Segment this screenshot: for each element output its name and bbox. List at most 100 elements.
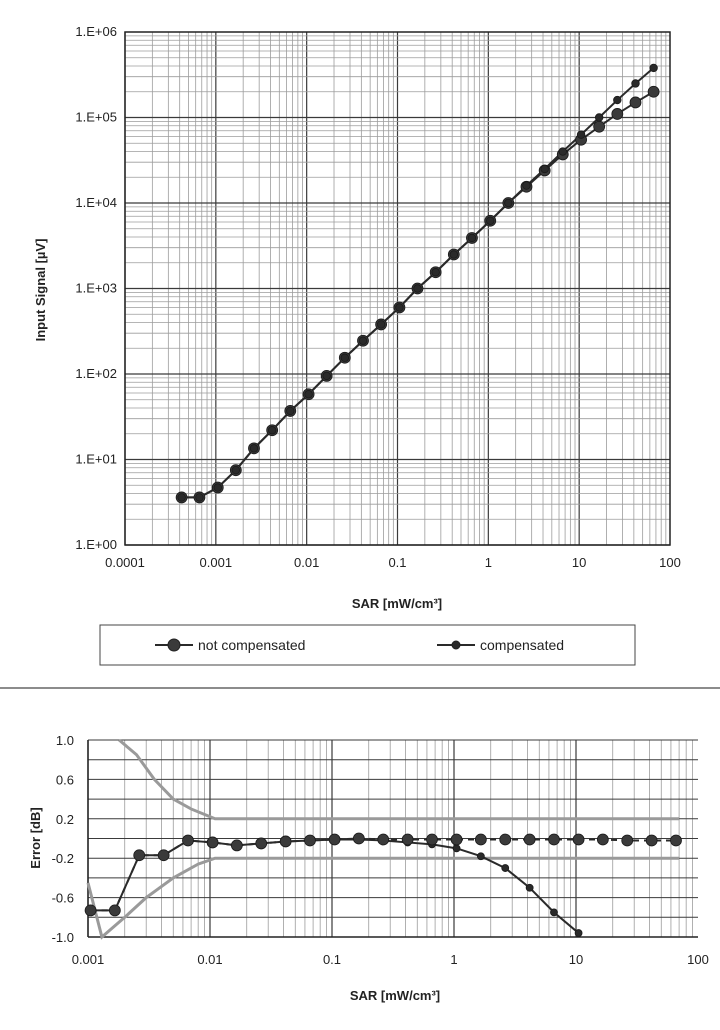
top-point-compensated [267,426,277,435]
top-point-compensated [413,284,422,293]
top-y-axis-title: Input Signal [µV] [33,239,48,342]
bottom-y-tick-label: 0.2 [56,812,74,827]
bottom-point-compensated [84,904,97,917]
top-x-tick-labels: 0.0001 0.001 0.01 0.1 1 10 100 [105,555,681,570]
top-point-compensated [486,216,495,225]
bottom-point-compensated [328,833,341,846]
lower-limit-line [86,856,680,940]
top-point-compensated [376,320,386,329]
top-x-tick-label: 100 [659,555,681,570]
bottom-point-compensated [157,849,170,862]
top-x-tick-label: 0.01 [294,555,319,570]
top-point-compensated [304,390,313,399]
top-point-compensated [177,493,186,502]
top-point-compensated [522,181,531,190]
bottom-point-compensated [450,833,463,846]
bottom-point-compensated [401,833,414,846]
bottom-y-tick-labels: 1.0 0.6 0.2 -0.2 -0.6 -1.0 [52,733,74,945]
top-point-compensated [449,250,459,259]
top-point-compensated [540,164,549,174]
bottom-point-compensated [133,849,146,862]
legend: not compensated compensated [99,624,636,666]
bottom-y-tick-label: 1.0 [56,733,74,748]
bottom-y-tick-label: -1.0 [52,930,74,945]
top-series [175,63,660,504]
bottom-point-not-compensated [476,852,485,861]
top-point-not-compensated [611,108,624,120]
bottom-point-compensated [499,833,512,846]
top-point-compensated [358,336,368,345]
bottom-point-compensated [621,834,634,847]
bottom-x-tick-label: 10 [569,952,583,967]
bottom-point-compensated [377,833,390,846]
bottom-point-compensated [548,833,560,846]
top-point-compensated [576,130,586,139]
bottom-point-compensated [108,904,121,917]
bottom-y-tick-label: -0.6 [52,891,74,906]
top-y-tick-label: 1.E+04 [75,195,117,210]
top-x-tick-label: 10 [572,555,586,570]
top-y-tick-label: 1.E+03 [75,281,117,296]
legend-label-not-compensated: not compensated [198,637,305,653]
bottom-point-compensated [426,833,438,846]
bottom-point-not-compensated [525,883,534,892]
bottom-point-compensated [474,833,487,846]
top-point-compensated [195,493,204,502]
top-point-not-compensated [593,120,606,133]
bottom-point-compensated [304,834,316,847]
top-y-tick-label: 1.E+01 [75,452,117,467]
top-point-compensated [613,95,622,105]
bottom-x-tick-label: 0.01 [197,952,222,967]
top-point-compensated [322,371,331,381]
top-line-not-compensated [181,90,655,499]
bottom-point-not-compensated [452,844,461,853]
bottom-x-axis-title: SAR [mW/cm³] [350,988,440,1003]
top-point-compensated [631,79,640,88]
bottom-point-compensated [670,834,682,847]
top-y-tick-label: 1.E+02 [75,366,117,381]
bottom-point-compensated [182,834,194,847]
bottom-chart: 1.0 0.6 0.2 -0.2 -0.6 -1.0 0.001 0.01 0.1 1 10 100… [28,733,709,1003]
top-point-compensated [213,483,222,492]
bottom-y-tick-label: -0.2 [52,851,74,866]
bottom-point-not-compensated [574,929,583,937]
top-point-compensated [231,465,241,475]
top-point-compensated [286,406,295,416]
top-point-compensated [431,268,440,277]
legend-marker-not-compensated [167,638,181,652]
top-y-tick-label: 1.E+05 [75,110,117,125]
top-chart: 1.E+00 1.E+01 1.E+02 1.E+03 1.E+04 1.E+05 1.E+… [33,24,681,666]
bottom-x-tick-label: 1 [450,952,457,967]
top-x-tick-label: 0.0001 [105,555,145,570]
bottom-series [84,832,682,937]
top-point-compensated [594,113,604,122]
top-point-compensated [249,444,259,453]
bottom-x-tick-label: 0.001 [72,952,105,967]
bottom-point-compensated [352,832,365,845]
bottom-point-compensated [645,834,658,847]
bottom-point-compensated [230,839,243,852]
bottom-x-tick-labels: 0.001 0.01 0.1 1 10 100 [72,952,709,967]
top-point-compensated [395,303,404,312]
top-plot-frame [124,31,671,546]
bottom-point-compensated [572,833,585,846]
bottom-y-tick-label: 0.6 [56,772,74,787]
top-x-tick-label: 0.001 [200,555,233,570]
bottom-x-tick-label: 100 [687,952,709,967]
top-point-compensated [504,198,513,208]
top-y-tick-label: 1.E+00 [75,537,117,552]
bottom-y-axis-title: Error [dB] [28,807,43,868]
top-point-not-compensated [629,96,642,109]
top-point-compensated [467,233,477,243]
bottom-point-compensated [279,835,292,848]
bottom-x-tick-label: 0.1 [323,952,341,967]
legend-marker-compensated [451,640,461,650]
bottom-point-not-compensated [550,908,558,917]
top-point-not-compensated [647,85,660,98]
top-point-compensated [649,63,658,73]
bottom-limit-lines [86,738,680,940]
bottom-point-not-compensated [501,864,510,872]
top-x-axis-title: SAR [mW/cm³] [352,596,442,611]
bottom-point-compensated [523,833,536,846]
